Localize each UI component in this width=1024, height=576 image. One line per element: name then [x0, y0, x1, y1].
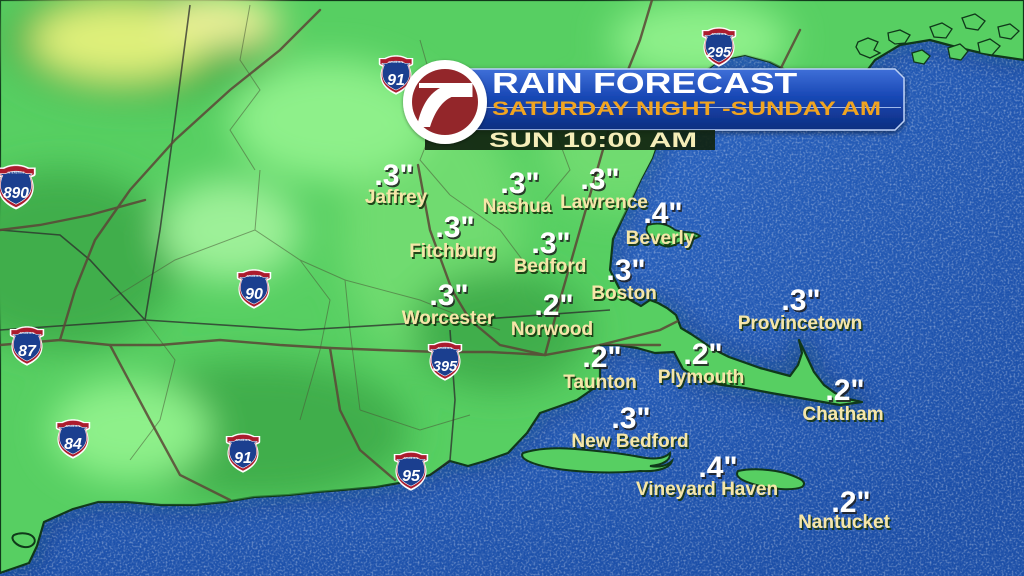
svg-text:95: 95 [402, 468, 421, 485]
svg-text:Jaffrey: Jaffrey [365, 187, 428, 208]
svg-text:Bedford: Bedford [514, 256, 587, 277]
svg-text:91: 91 [387, 72, 405, 89]
svg-text:Lawrence: Lawrence [560, 192, 648, 213]
svg-text:Beverly: Beverly [626, 228, 695, 249]
svg-text:Norwood: Norwood [511, 319, 593, 340]
svg-text:.3": .3" [435, 211, 474, 244]
svg-text:84: 84 [64, 436, 82, 453]
svg-text:Worcester: Worcester [402, 308, 495, 329]
svg-text:91: 91 [234, 450, 252, 467]
svg-text:.4": .4" [643, 197, 682, 230]
svg-text:.2": .2" [582, 341, 621, 374]
svg-text:Nashua: Nashua [483, 196, 552, 217]
svg-text:90: 90 [245, 286, 263, 303]
svg-text:395: 395 [433, 359, 458, 375]
svg-text:Taunton: Taunton [563, 372, 637, 393]
svg-text:295: 295 [706, 45, 732, 61]
svg-text:Provincetown: Provincetown [738, 313, 863, 334]
svg-text:.2": .2" [825, 374, 864, 407]
svg-text:New Bedford: New Bedford [571, 431, 688, 452]
svg-text:Fitchburg: Fitchburg [409, 241, 497, 262]
svg-text:87: 87 [18, 343, 37, 360]
svg-text:Nantucket: Nantucket [798, 512, 891, 533]
svg-text:.2": .2" [534, 289, 573, 322]
svg-text:890: 890 [3, 185, 29, 202]
svg-text:Boston: Boston [591, 283, 656, 304]
svg-text:Chatham: Chatham [802, 404, 883, 425]
svg-text:Plymouth: Plymouth [658, 367, 745, 388]
svg-text:Vineyard Haven: Vineyard Haven [636, 479, 778, 500]
